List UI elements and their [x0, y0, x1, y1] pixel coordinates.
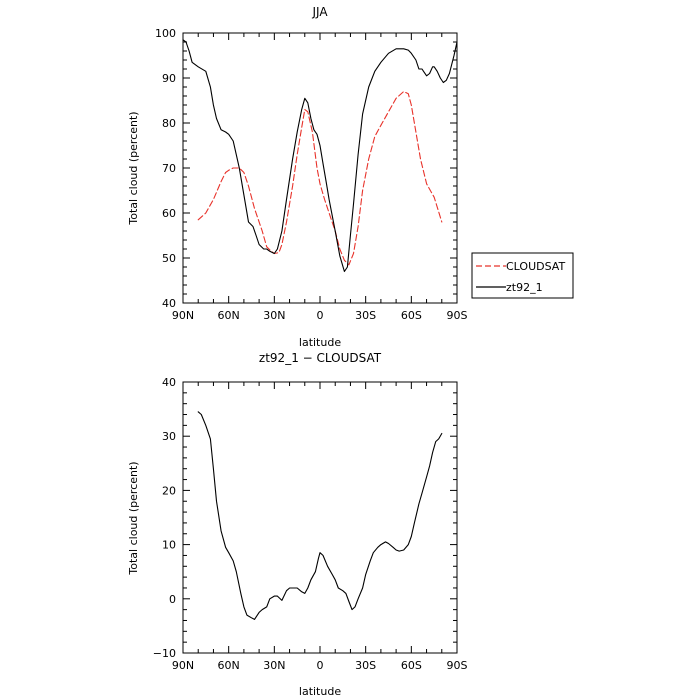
x-tick-label: 60N: [218, 309, 240, 322]
chart-top-ticks: [182, 32, 458, 304]
chart-bottom-frame: [182, 381, 458, 654]
x-tick-label: 30S: [355, 659, 376, 672]
legend-label-cloudsat: CLOUDSAT: [506, 260, 565, 273]
y-tick-label: 100: [155, 27, 176, 40]
chart-top-xtick-labels: 90N 60N 30N 0 30S 60S 90S: [172, 309, 468, 322]
chart-top-xlabel: latitude: [299, 336, 341, 349]
chart-top-series: [182, 39, 458, 273]
x-tick-label: 60N: [218, 659, 240, 672]
chart-bottom-xtick-labels: 90N 60N 30N 0 30S 60S 90S: [172, 659, 468, 672]
x-tick-label: 30N: [263, 659, 285, 672]
chart-top-ylabel: Total cloud (percent): [127, 111, 140, 225]
chart-top: JJA 90N 60N 30N 0 30S 60S 90S 405060708090100 …: [127, 5, 468, 349]
chart-bottom-xlabel: latitude: [299, 685, 341, 698]
x-tick-label: 0: [317, 309, 324, 322]
x-tick-label: 60S: [401, 659, 422, 672]
x-tick-label: 30N: [263, 309, 285, 322]
chart-bottom-title: zt92_1 − CLOUDSAT: [259, 351, 382, 365]
y-tick-label: 30: [162, 430, 176, 443]
chart-top-ytick-labels: 40 50 60 70 80 90 100: [155, 27, 176, 310]
chart-top-frame: [182, 32, 458, 304]
x-tick-label: 60S: [401, 309, 422, 322]
chart-top-title: JJA: [311, 5, 328, 19]
chart-bottom: zt92_1 − CLOUDSAT 90N 60N 30N 0 30S 60S 90S −1…: [127, 351, 468, 698]
x-tick-label: 90N: [172, 309, 194, 322]
y-tick-label: 40: [162, 297, 176, 310]
chart-bottom-series: [197, 411, 443, 620]
series-line-zt92-1: [182, 39, 458, 273]
y-tick-label: 80: [162, 117, 176, 130]
y-tick-label: 50: [162, 252, 176, 265]
y-tick-label: −10: [153, 647, 176, 660]
chart-bottom-ylabel: Total cloud (percent): [127, 461, 140, 575]
legend-box: [471, 252, 574, 299]
y-tick-label: 70: [162, 162, 176, 175]
legend: CLOUDSAT zt92_1: [471, 252, 574, 299]
y-tick-label: 20: [162, 484, 176, 497]
x-tick-label: 0: [317, 659, 324, 672]
y-tick-label: 60: [162, 207, 176, 220]
x-tick-label: 90S: [447, 659, 468, 672]
y-tick-label: 0: [169, 593, 176, 606]
y-tick-label: 40: [162, 376, 176, 389]
x-tick-label: 30S: [355, 309, 376, 322]
x-tick-label: 90S: [447, 309, 468, 322]
series-line-difference: [197, 411, 443, 620]
y-tick-label: 10: [162, 539, 176, 552]
legend-label-zt92: zt92_1: [506, 281, 543, 294]
y-tick-label: 90: [162, 72, 176, 85]
chart-bottom-ytick-labels: −10 0 10 20 30 40: [153, 376, 176, 660]
series-line-cloudsat: [197, 90, 443, 266]
x-tick-label: 90N: [172, 659, 194, 672]
